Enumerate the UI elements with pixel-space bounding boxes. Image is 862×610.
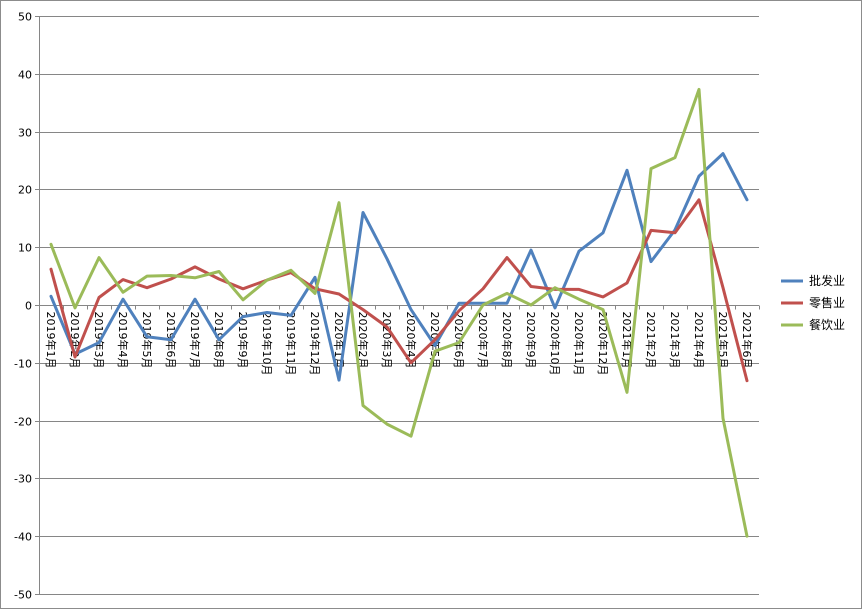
x-tick-label: 2020年7月 [476, 312, 490, 369]
x-tick-label: 2020年2月 [356, 312, 370, 369]
y-axis-tick-labels: 50 40 30 20 10 0 -10 -20 -30 -40 -50 [14, 11, 32, 602]
x-tick-label: 2019年11月 [284, 312, 298, 376]
y-tick-label: -50 [14, 589, 32, 602]
x-tick-label: 2019年4月 [116, 312, 130, 369]
x-tick-label: 2021年2月 [644, 312, 658, 369]
x-tick-label: 2020年11月 [572, 312, 586, 376]
y-tick-label: 30 [18, 127, 32, 140]
series-line-1 [49, 152, 749, 382]
series-lines [49, 87, 749, 538]
y-tick-label: 40 [18, 69, 32, 82]
y-tick-label: -40 [14, 531, 32, 544]
y-tick-label: -10 [14, 358, 32, 371]
x-tick-label: 2020年3月 [380, 312, 394, 369]
y-tick-label: 50 [18, 11, 32, 24]
x-tick-label: 2019年12月 [308, 312, 322, 376]
x-tick-label: 2021年6月 [740, 312, 754, 369]
x-tick-label: 2019年1月 [44, 312, 58, 369]
x-tick-label: 2020年8月 [500, 312, 514, 369]
x-tick-label: 2020年12月 [596, 312, 610, 376]
x-tick-label: 2019年9月 [236, 312, 250, 369]
series-line-3 [49, 87, 749, 538]
y-tick-label: -20 [14, 416, 32, 429]
x-tick-label: 2019年10月 [260, 312, 274, 376]
legend-label: 零售业 [809, 295, 845, 310]
x-tick-label: 2021年3月 [668, 312, 682, 369]
y-tick-label: 10 [18, 242, 32, 255]
gridlines [39, 16, 759, 595]
x-tick-label: 2021年4月 [692, 312, 706, 369]
y-tick-label: 20 [18, 184, 32, 197]
x-tick-label: 2019年5月 [140, 312, 154, 369]
x-tick-label: 2020年10月 [548, 312, 562, 376]
axes [35, 16, 760, 595]
x-tick-label: 2019年2月 [68, 312, 82, 369]
legend-label: 批发业 [809, 273, 845, 288]
series-line-2 [49, 198, 749, 383]
x-tick-label: 2019年7月 [188, 312, 202, 369]
y-tick-label: 0 [25, 300, 32, 313]
y-tick-label: -30 [14, 473, 32, 486]
x-tick-label: 2020年4月 [404, 312, 418, 369]
x-tick-label: 2020年9月 [524, 312, 538, 369]
legend-label: 餐饮业 [809, 317, 845, 332]
